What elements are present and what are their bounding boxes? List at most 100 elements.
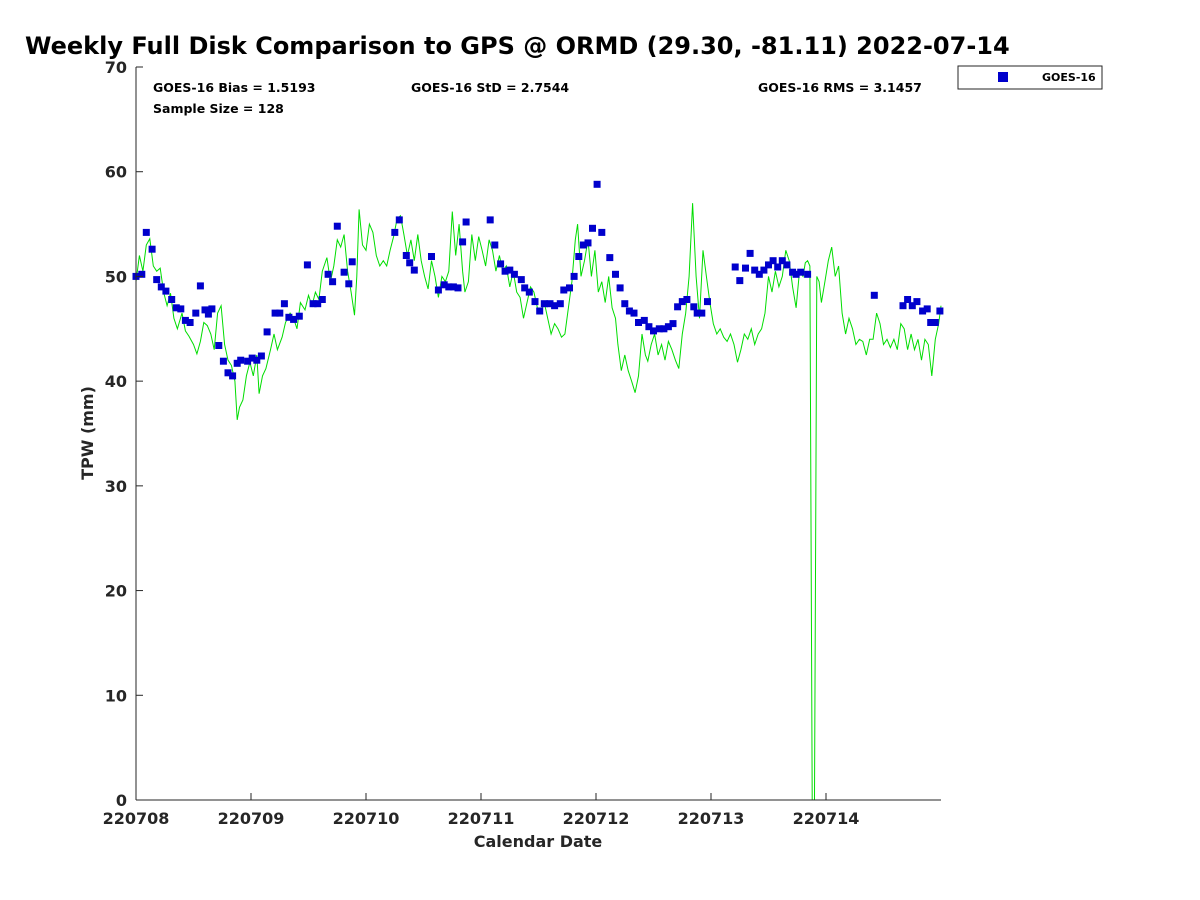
goes16-point: [517, 276, 525, 284]
goes16-point: [153, 276, 161, 284]
goes16-point: [746, 249, 754, 257]
y-axis-label: TPW (mm): [78, 386, 97, 480]
goes16-point: [778, 257, 786, 265]
goes16-point: [440, 281, 448, 289]
goes16-point: [186, 319, 194, 326]
goes16-point: [219, 357, 227, 365]
goes16-point: [318, 296, 326, 303]
goes16-point: [510, 270, 518, 278]
legend-marker-goes16: [998, 72, 1008, 82]
goes16-point: [428, 253, 435, 260]
goes16-point: [751, 266, 759, 274]
goes16-point: [635, 319, 642, 326]
goes16-point: [309, 300, 317, 308]
goes16-point: [157, 283, 165, 291]
goes16-point: [570, 272, 578, 280]
x-axis-label: Calendar Date: [474, 832, 603, 851]
gps-line: [135, 203, 942, 801]
x-tick-label: 220713: [678, 809, 745, 828]
goes16-point: [204, 310, 212, 318]
goes16-point: [612, 270, 619, 278]
goes16-point: [263, 328, 271, 336]
goes16-point: [486, 216, 494, 224]
goes16-point: [395, 216, 403, 224]
goes16-point: [669, 320, 677, 328]
goes16-point: [908, 302, 916, 310]
y-tick-label: 40: [105, 372, 127, 391]
goes16-point: [196, 282, 204, 290]
goes16-point: [201, 306, 209, 314]
goes16-point: [655, 325, 663, 333]
goes16-point: [192, 309, 200, 317]
goes16-point: [410, 266, 418, 274]
goes16-point: [276, 309, 284, 317]
goes16-point: [449, 283, 457, 291]
goes16-point: [521, 284, 529, 292]
goes16-point: [797, 268, 805, 276]
goes16-point: [536, 307, 544, 315]
goes16-point: [589, 224, 596, 232]
x-tick-label: 220712: [563, 809, 630, 828]
goes16-point: [462, 218, 470, 226]
goes16-point: [606, 254, 614, 262]
sample-size-stat: Sample Size = 128: [153, 101, 284, 116]
goes16-point: [253, 356, 261, 364]
y-tick-label: 70: [105, 58, 127, 77]
goes16-point: [674, 303, 682, 311]
goes16-point: [142, 228, 150, 236]
goes16-point: [678, 298, 686, 306]
goes16-point: [329, 278, 337, 286]
goes16-point: [434, 286, 442, 294]
goes16-point: [698, 309, 706, 317]
goes16-point: [303, 261, 311, 269]
goes16-point: [640, 316, 648, 324]
goes16-point: [913, 298, 921, 306]
series-layer: [132, 180, 944, 801]
goes16-point: [546, 300, 554, 308]
rms-stat: GOES-16 RMS = 3.1457: [758, 80, 922, 95]
goes16-point: [616, 284, 624, 292]
goes16-point: [295, 312, 303, 320]
goes16-point: [525, 288, 533, 296]
legend-label-goes16: GOES-16: [1042, 71, 1096, 84]
legend-box: [957, 65, 1103, 90]
goes16-point: [760, 266, 768, 274]
goes16-point: [769, 257, 777, 265]
y-tick-label: 60: [105, 163, 127, 182]
goes16-point: [584, 239, 592, 247]
goes16-point: [566, 284, 573, 292]
goes16-point: [923, 305, 931, 313]
goes16-point: [290, 315, 298, 323]
goes16-point: [501, 267, 509, 275]
goes16-point: [177, 305, 185, 313]
y-tick-label: 0: [116, 791, 127, 810]
goes16-point: [208, 305, 216, 313]
goes16-point: [248, 354, 256, 362]
goes16-point: [333, 222, 341, 230]
x-tick-label: 220714: [793, 809, 860, 828]
goes16-point: [340, 268, 348, 276]
goes16-point: [783, 261, 791, 269]
goes16-point: [630, 309, 638, 317]
goes16-point: [575, 253, 583, 260]
goes16-point: [870, 291, 878, 299]
goes16-point: [551, 302, 559, 310]
goes16-point: [345, 280, 353, 288]
goes16-point: [168, 296, 176, 303]
legend: GOES-16: [957, 65, 1103, 90]
y-tick-label: 20: [105, 582, 127, 601]
goes16-point: [931, 319, 939, 326]
goes16-point: [237, 356, 245, 364]
goes16-point: [224, 369, 232, 377]
goes16-point: [406, 259, 414, 267]
goes16-point: [579, 241, 587, 249]
goes16-point: [598, 228, 606, 236]
goes16-point: [285, 313, 293, 321]
x-tick-label: 220708: [103, 809, 170, 828]
x-tick-label: 220710: [333, 809, 400, 828]
goes16-point: [593, 180, 601, 188]
goes16-point: [162, 287, 170, 295]
goes16-point: [172, 304, 180, 312]
goes16-point: [804, 270, 812, 278]
